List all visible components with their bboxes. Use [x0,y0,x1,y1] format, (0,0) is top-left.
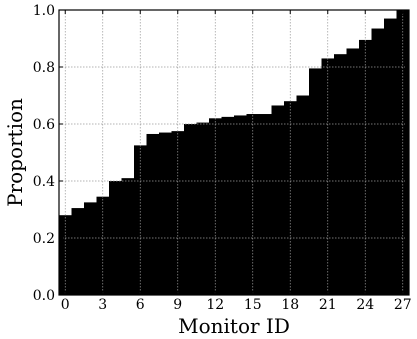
ticks-group [59,9,409,296]
bar-15 [246,114,260,296]
bar-8 [159,132,172,295]
y-tick-label: 0.2 [33,231,55,247]
y-tick-label: 0.4 [33,174,55,190]
bar-14 [234,115,247,295]
bar-23 [346,48,360,295]
y-axis-label: Proportion [3,98,27,207]
bar-1 [71,208,85,295]
bar-26 [384,18,397,296]
bar-3 [96,196,110,295]
bar-25 [371,28,385,296]
x-tick-label: 21 [319,297,337,313]
bar-19 [296,95,310,295]
y-tick-label: 0.0 [33,288,55,304]
y-tick-label: 0.6 [33,117,55,133]
bar-21 [321,58,335,296]
x-tick-label: 12 [206,297,224,313]
x-tick-label: 18 [281,297,299,313]
bar-20 [309,68,322,295]
bar-9 [171,131,185,295]
x-tick-label: 6 [136,297,145,313]
bar-4 [109,181,122,295]
x-tick-label: 0 [61,297,70,313]
bar-22 [334,54,347,295]
y-tick-label: 0.8 [33,60,55,76]
bar-12 [209,118,222,295]
x-tick-labels: 0 3 6 9 12 15 18 21 24 27 [61,297,412,313]
x-tick-label: 3 [98,297,107,313]
y-tick-labels: 0.0 0.2 0.4 0.6 0.8 1.0 [33,3,55,304]
bar-16 [259,114,272,296]
bar-11 [196,122,210,295]
bar-5 [121,178,135,295]
bar-17 [271,105,285,295]
bars-group [59,10,410,296]
bar-13 [221,116,235,295]
bar-10 [184,124,197,295]
bar-7 [146,133,160,295]
x-tick-label: 27 [394,297,412,313]
bar-18 [284,101,297,295]
x-tick-label: 24 [356,297,374,313]
y-tick-label: 1.0 [33,3,55,19]
x-axis-label: Monitor ID [178,314,290,338]
bar-0 [59,215,72,295]
x-tick-label: 9 [173,297,182,313]
x-tick-label: 15 [244,297,262,313]
bar-2 [84,202,97,295]
plot-frame [58,9,410,296]
